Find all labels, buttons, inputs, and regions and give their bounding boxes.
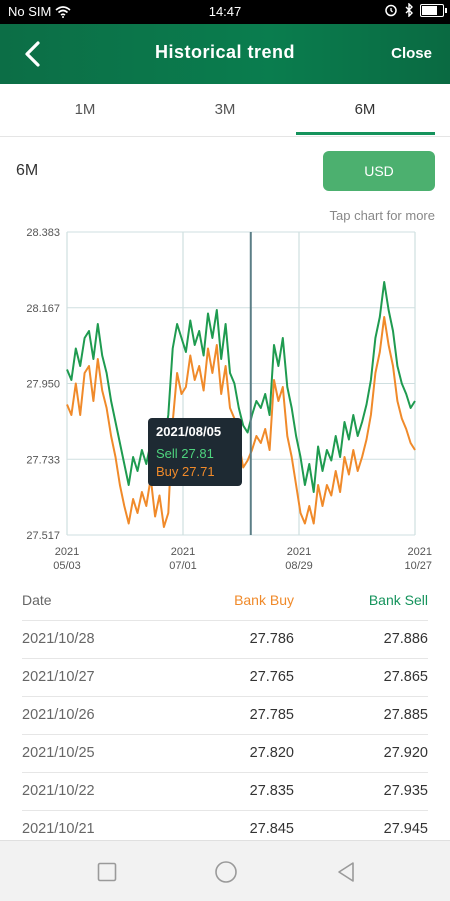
- x-tick-label: 05/03: [53, 560, 81, 572]
- row-sell: 27.886: [383, 631, 428, 647]
- x-tick-label: 2021: [171, 546, 195, 558]
- close-button[interactable]: Close: [391, 45, 432, 62]
- row-buy: 27.835: [249, 783, 294, 799]
- table-row: 2021/10/26 27.785 27.885: [22, 697, 428, 735]
- x-tick-label: 07/01: [169, 560, 197, 572]
- carrier-label: No SIM: [8, 4, 52, 19]
- row-sell: 27.945: [383, 821, 428, 837]
- clock: 14:47: [208, 4, 242, 19]
- row-buy: 27.845: [249, 821, 294, 837]
- page-title: Historical trend: [154, 42, 296, 62]
- range-label: 6M: [16, 162, 39, 179]
- row-sell: 27.885: [383, 707, 428, 723]
- range-tabs: 1M 3M 6M: [0, 84, 450, 137]
- recents-icon[interactable]: [97, 862, 117, 882]
- row-date: 2021/10/28: [22, 631, 95, 647]
- x-tick-label: 08/29: [285, 560, 313, 572]
- rates-table: Date Bank Buy Bank Sell 2021/10/28 27.78…: [22, 584, 428, 849]
- row-date: 2021/10/26: [22, 707, 95, 723]
- active-tab-indicator: [296, 132, 435, 135]
- tooltip-date: 2021/08/05: [156, 424, 222, 439]
- y-tick-label: 27.733: [26, 454, 60, 466]
- table-row: 2021/10/28 27.786 27.886: [22, 621, 428, 659]
- back-nav-icon[interactable]: [336, 861, 356, 883]
- table-row: 2021/10/22 27.835 27.935: [22, 773, 428, 811]
- table-row: 2021/10/25 27.820 27.920: [22, 735, 428, 773]
- row-buy: 27.765: [249, 669, 294, 685]
- x-tick-label: 2021: [408, 546, 432, 558]
- table-row: 2021/10/27 27.765 27.865: [22, 659, 428, 697]
- currency-button[interactable]: USD: [323, 151, 435, 191]
- status-bar: No SIM 14:47: [0, 0, 450, 24]
- x-tick-label: 10/27: [404, 560, 432, 572]
- tooltip-buy: Buy 27.71: [156, 464, 215, 479]
- chart-hint: Tap chart for more: [329, 208, 436, 223]
- back-arrow-icon[interactable]: [18, 38, 50, 70]
- alarm-icon: [385, 4, 397, 17]
- bluetooth-icon: [405, 3, 413, 17]
- tab-3m[interactable]: 3M: [214, 101, 236, 118]
- app-bar: Historical trend Close: [0, 24, 450, 84]
- chart-tooltip: 2021/08/05 Sell 27.81 Buy 27.71: [148, 418, 242, 486]
- tab-1m[interactable]: 1M: [74, 101, 96, 118]
- tooltip-sell: Sell 27.81: [156, 446, 214, 461]
- x-tick-label: 2021: [287, 546, 311, 558]
- y-tick-label: 28.167: [26, 303, 60, 315]
- y-tick-label: 27.517: [26, 530, 60, 542]
- x-tick-label: 2021: [55, 546, 79, 558]
- row-buy: 27.785: [249, 707, 294, 723]
- home-icon[interactable]: [214, 860, 238, 884]
- row-sell: 27.865: [383, 669, 428, 685]
- row-sell: 27.935: [383, 783, 428, 799]
- y-tick-label: 28.383: [26, 227, 60, 239]
- row-buy: 27.820: [249, 745, 294, 761]
- table-header: Date Bank Buy Bank Sell: [22, 584, 428, 621]
- y-tick-label: 27.950: [26, 379, 60, 391]
- header-bank-sell: Bank Sell: [368, 592, 428, 608]
- series-line-sell: [66, 281, 416, 493]
- row-date: 2021/10/21: [22, 821, 95, 837]
- header-date: Date: [22, 592, 52, 608]
- system-nav-bar: [0, 840, 450, 901]
- row-date: 2021/10/27: [22, 669, 95, 685]
- row-date: 2021/10/25: [22, 745, 95, 761]
- header-bank-buy: Bank Buy: [234, 592, 294, 608]
- trend-chart[interactable]: 28.383 28.167 27.950 27.733 27.517 2021 05/03 2…: [0, 222, 450, 582]
- row-date: 2021/10/22: [22, 783, 95, 799]
- battery-icon: [420, 3, 447, 17]
- wifi-icon: [55, 5, 71, 18]
- tab-6m[interactable]: 6M: [354, 101, 376, 118]
- row-sell: 27.920: [383, 745, 428, 761]
- row-buy: 27.786: [249, 631, 294, 647]
